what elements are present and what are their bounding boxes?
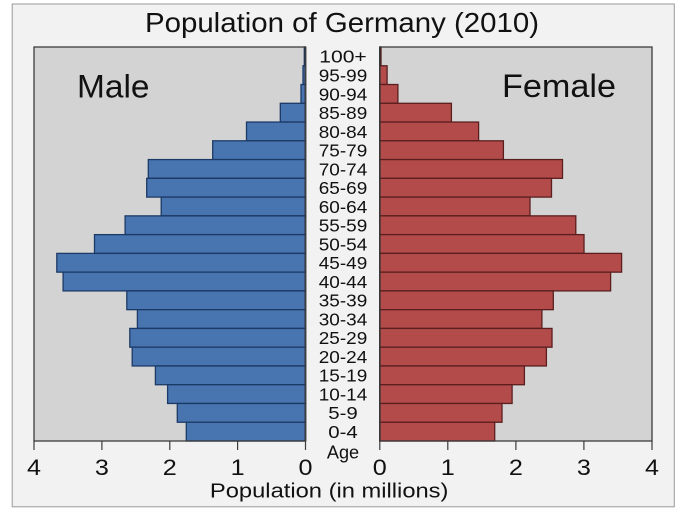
svg-text:0: 0 xyxy=(373,455,387,480)
svg-text:5-9: 5-9 xyxy=(328,403,358,423)
svg-text:Age: Age xyxy=(327,443,359,463)
svg-text:85-89: 85-89 xyxy=(319,103,368,123)
svg-text:2: 2 xyxy=(163,455,177,480)
svg-text:25-29: 25-29 xyxy=(319,328,368,348)
svg-text:4: 4 xyxy=(645,455,659,480)
svg-text:1: 1 xyxy=(441,455,455,480)
svg-text:0: 0 xyxy=(299,455,313,480)
svg-text:75-79: 75-79 xyxy=(319,141,368,161)
svg-text:1: 1 xyxy=(231,455,245,480)
svg-text:Female: Female xyxy=(502,68,616,104)
svg-text:Population (in millions): Population (in millions) xyxy=(210,481,449,503)
svg-text:4: 4 xyxy=(27,455,41,480)
svg-text:3: 3 xyxy=(577,455,591,480)
svg-text:Population of Germany (2010): Population of Germany (2010) xyxy=(145,7,539,38)
svg-text:60-64: 60-64 xyxy=(319,197,368,217)
svg-text:45-49: 45-49 xyxy=(319,253,368,273)
svg-text:50-54: 50-54 xyxy=(319,234,368,254)
svg-text:80-84: 80-84 xyxy=(319,122,368,142)
svg-text:95-99: 95-99 xyxy=(319,65,368,85)
svg-text:2: 2 xyxy=(509,455,523,480)
svg-text:70-74: 70-74 xyxy=(319,159,368,179)
svg-text:100+: 100+ xyxy=(319,47,367,67)
svg-text:20-24: 20-24 xyxy=(319,347,368,367)
svg-text:55-59: 55-59 xyxy=(319,216,368,236)
svg-text:90-94: 90-94 xyxy=(319,84,368,104)
svg-text:Male: Male xyxy=(77,69,150,105)
svg-text:35-39: 35-39 xyxy=(319,291,368,311)
svg-text:30-34: 30-34 xyxy=(319,309,368,329)
svg-text:10-14: 10-14 xyxy=(319,384,368,404)
svg-text:65-69: 65-69 xyxy=(319,178,368,198)
svg-text:0-4: 0-4 xyxy=(328,422,358,442)
svg-text:3: 3 xyxy=(95,455,109,480)
svg-text:15-19: 15-19 xyxy=(319,366,368,386)
svg-text:40-44: 40-44 xyxy=(319,272,368,292)
